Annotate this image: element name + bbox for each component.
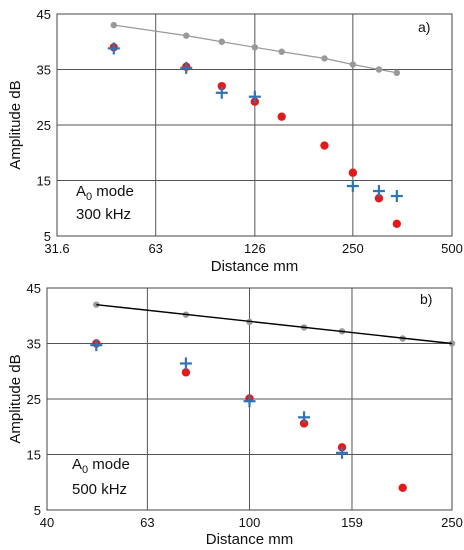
x-tick-label: 250 bbox=[342, 241, 364, 256]
measured-point bbox=[348, 168, 358, 177]
y-axis-label: Amplitude dB bbox=[7, 354, 24, 443]
x-tick-label: 100 bbox=[239, 515, 261, 530]
x-axis-label: Distance mm bbox=[211, 258, 299, 275]
x-tick-label: 126 bbox=[244, 241, 266, 256]
reference-point bbox=[375, 66, 383, 73]
measured-point bbox=[392, 219, 402, 228]
simulated-point bbox=[180, 61, 193, 74]
mode-letter: A bbox=[72, 456, 82, 473]
y-tick-label: 25 bbox=[37, 118, 51, 133]
y-axis-label: Amplitude dB bbox=[7, 80, 24, 169]
y-tick-label: 35 bbox=[27, 337, 41, 352]
fit-line bbox=[96, 303, 453, 345]
mode-subscript: 0 bbox=[86, 191, 92, 203]
mode-annotation: A0 mode bbox=[72, 456, 130, 476]
x-tick-label: 63 bbox=[140, 515, 154, 530]
reference-point bbox=[218, 38, 225, 45]
x-tick-label: 500 bbox=[441, 241, 463, 256]
simulated-point bbox=[298, 411, 311, 424]
panel-label: a) bbox=[418, 19, 430, 35]
reference-point bbox=[110, 21, 117, 29]
measured-point bbox=[398, 483, 407, 492]
simulated-point bbox=[243, 395, 256, 408]
x-tick-label: 63 bbox=[148, 241, 162, 256]
simulated-point bbox=[215, 86, 228, 99]
simulated-point bbox=[372, 185, 385, 198]
measured-point bbox=[277, 112, 286, 121]
y-tick-label: 15 bbox=[37, 174, 51, 189]
panel-label: b) bbox=[420, 291, 432, 307]
x-tick-label: 31.6 bbox=[44, 241, 69, 256]
reference-point bbox=[349, 61, 357, 68]
y-tick-label: 5 bbox=[34, 503, 41, 518]
measured-point bbox=[181, 368, 191, 377]
chart-panel-2: 40 63 100 159 250 5 15 25 35 45 Distance mm Amplitu… bbox=[7, 281, 463, 548]
mode-letter: A bbox=[76, 183, 86, 200]
simulated-point bbox=[248, 90, 261, 103]
y-tick-label: 45 bbox=[27, 281, 41, 296]
reference-point bbox=[393, 69, 401, 77]
x-axis-label: Distance mm bbox=[206, 531, 294, 548]
reference-point bbox=[251, 44, 259, 51]
simulated-point bbox=[90, 339, 103, 352]
x-tick-label: 40 bbox=[40, 515, 54, 530]
frequency-annotation: 300 kHz bbox=[76, 206, 131, 223]
reference-point bbox=[183, 32, 190, 39]
mode-subscript: 0 bbox=[82, 464, 88, 476]
simulated-point bbox=[336, 446, 349, 459]
x-tick-label: 250 bbox=[441, 515, 463, 530]
reference-point bbox=[278, 48, 285, 55]
mode-word: mode bbox=[88, 456, 130, 473]
reference-point bbox=[321, 55, 328, 62]
y-tick-label: 25 bbox=[27, 392, 41, 407]
measured-point bbox=[374, 194, 384, 203]
y-tick-label: 45 bbox=[37, 7, 51, 22]
plot-frame bbox=[46, 287, 453, 511]
simulated-point bbox=[346, 180, 359, 193]
plot-frame bbox=[56, 13, 453, 237]
reference-point bbox=[93, 301, 100, 308]
mode-word: mode bbox=[92, 183, 134, 200]
simulated-point bbox=[107, 42, 120, 55]
measured-point bbox=[217, 81, 226, 91]
simulated-point bbox=[390, 190, 403, 203]
measured-point bbox=[320, 141, 329, 150]
y-tick-label: 5 bbox=[44, 229, 51, 244]
y-tick-label: 15 bbox=[27, 448, 41, 463]
x-tick-label: 159 bbox=[341, 515, 363, 530]
y-tick-label: 35 bbox=[37, 63, 51, 78]
frequency-annotation: 500 kHz bbox=[72, 481, 127, 498]
simulated-point bbox=[179, 357, 192, 370]
measured-point bbox=[299, 419, 309, 428]
chart-panel-1: 31.6 63 126 250 500 5 15 25 35 45 Distance mm Ampli… bbox=[7, 7, 463, 275]
mode-annotation: A0 mode bbox=[76, 183, 134, 203]
